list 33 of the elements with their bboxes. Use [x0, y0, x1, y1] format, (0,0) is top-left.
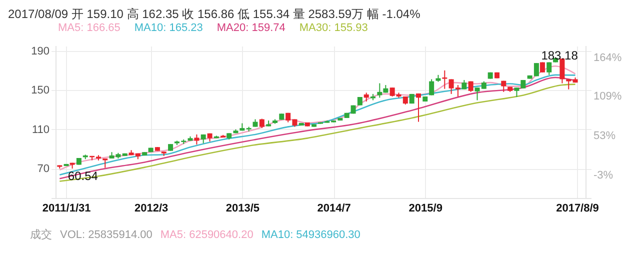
- text: MA5: 62590640.20: [160, 229, 254, 241]
- candlestick: [546, 62, 552, 76]
- x-tick-label: 2017/8/9: [556, 202, 599, 214]
- text: MA20: 159.74: [216, 22, 286, 34]
- y-tick-label: 110: [32, 124, 50, 136]
- x-tick-label: 2014/7: [317, 202, 351, 214]
- annotation: 183.18: [541, 48, 578, 63]
- chart-title: 2017/08/09 开 159.10 高 162.35 收 156.86 低 155.34 量 2583.59万 幅 -1.04%: [7, 6, 422, 22]
- y2-tick-label: 164%: [594, 52, 622, 64]
- text: VOL: 25835914.00: [60, 229, 152, 241]
- y-tick-label: 150: [31, 84, 50, 97]
- x-tick-label: 2015/9: [408, 202, 442, 214]
- text: MA30: 155.93: [299, 22, 368, 34]
- candlestick: [259, 118, 264, 129]
- candlestick: [429, 78, 434, 96]
- candlestick: [416, 92, 421, 122]
- y2-tick-label: 53%: [594, 130, 616, 142]
- y2-tick-label: -3%: [594, 169, 614, 182]
- x-tick-label: 2012/3: [134, 202, 168, 214]
- candlestick: [194, 134, 200, 146]
- text: MA5: 166.65: [58, 22, 120, 34]
- candlestick: [566, 78, 572, 90]
- x-tick-label: 2013/5: [226, 202, 260, 214]
- x-tick-label: 2011/1/31: [42, 202, 91, 214]
- y-tick-label: 190: [31, 45, 50, 58]
- y-tick-label: 70: [37, 163, 50, 176]
- y2-tick-label: 109%: [594, 90, 622, 103]
- text: MA10: 165.23: [134, 22, 203, 34]
- candlestick: [442, 70, 448, 90]
- candlestick: [560, 58, 565, 84]
- text: 成交: [30, 229, 52, 241]
- candlestick: [462, 80, 467, 90]
- text: MA10: 54936960.30: [261, 229, 360, 241]
